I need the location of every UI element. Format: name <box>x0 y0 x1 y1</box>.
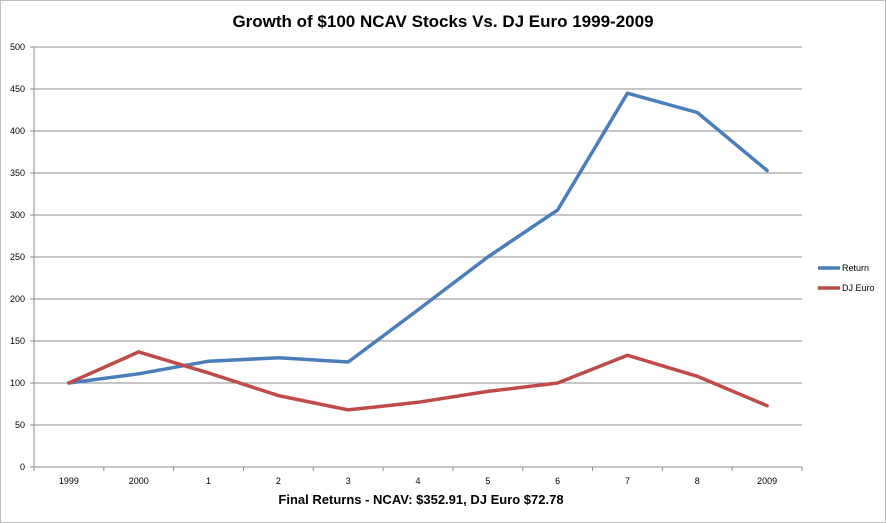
data-point <box>627 93 628 94</box>
x-tick-label: 6 <box>555 476 560 486</box>
y-tick-label: 350 <box>10 168 25 178</box>
y-tick-label: 450 <box>10 84 25 94</box>
data-point <box>767 405 768 406</box>
legend-label: Return <box>842 263 869 273</box>
axes <box>33 47 802 468</box>
legend: Return DJ Euro <box>818 263 875 293</box>
data-point <box>138 373 139 374</box>
data-point <box>767 170 768 171</box>
gridlines <box>34 46 802 426</box>
data-point <box>68 383 69 384</box>
x-tick-label: 2009 <box>757 476 777 486</box>
y-tick-label: 150 <box>10 336 25 346</box>
y-tick-label: 500 <box>10 42 25 52</box>
data-point <box>418 402 419 403</box>
data-point <box>278 395 279 396</box>
data-point <box>487 257 488 258</box>
data-point <box>697 376 698 377</box>
x-tick-label: 1999 <box>59 476 79 486</box>
data-point <box>557 209 558 210</box>
data-point <box>348 362 349 363</box>
data-point <box>278 357 279 358</box>
x-tick-label: 4 <box>415 476 420 486</box>
x-tick-label: 5 <box>485 476 490 486</box>
data-point <box>627 355 628 356</box>
data-point <box>208 372 209 373</box>
data-point <box>697 112 698 113</box>
data-point <box>348 409 349 410</box>
data-point <box>487 391 488 392</box>
y-tick-label: 400 <box>10 126 25 136</box>
x-axis-label: Final Returns - NCAV: $352.91, DJ Euro $… <box>278 492 563 507</box>
y-tick-label: 100 <box>10 378 25 388</box>
x-tick-label: 3 <box>346 476 351 486</box>
y-tick-label: 0 <box>20 462 25 472</box>
data-point <box>208 361 209 362</box>
y-tick-label: 50 <box>15 420 25 430</box>
y-tick-label: 250 <box>10 252 25 262</box>
series-line-return <box>67 91 769 385</box>
series-lines <box>67 91 769 412</box>
series-line-dj-euro <box>67 350 769 412</box>
data-point <box>557 383 558 384</box>
x-axis-ticks: 1999 2000 1 2 3 4 5 6 7 8 2009 <box>33 467 803 486</box>
y-axis-ticks: 0 50 100 150 200 250 300 350 400 450 500 <box>10 42 34 472</box>
x-tick-label: 2000 <box>129 476 149 486</box>
data-point <box>138 351 139 352</box>
legend-label: DJ Euro <box>842 283 875 293</box>
y-tick-label: 200 <box>10 294 25 304</box>
x-tick-label: 8 <box>695 476 700 486</box>
y-tick-label: 300 <box>10 210 25 220</box>
x-tick-label: 7 <box>625 476 630 486</box>
chart-title: Growth of $100 NCAV Stocks Vs. DJ Euro 1… <box>232 12 653 31</box>
x-tick-label: 1 <box>206 476 211 486</box>
x-tick-label: 2 <box>276 476 281 486</box>
data-point <box>418 309 419 310</box>
